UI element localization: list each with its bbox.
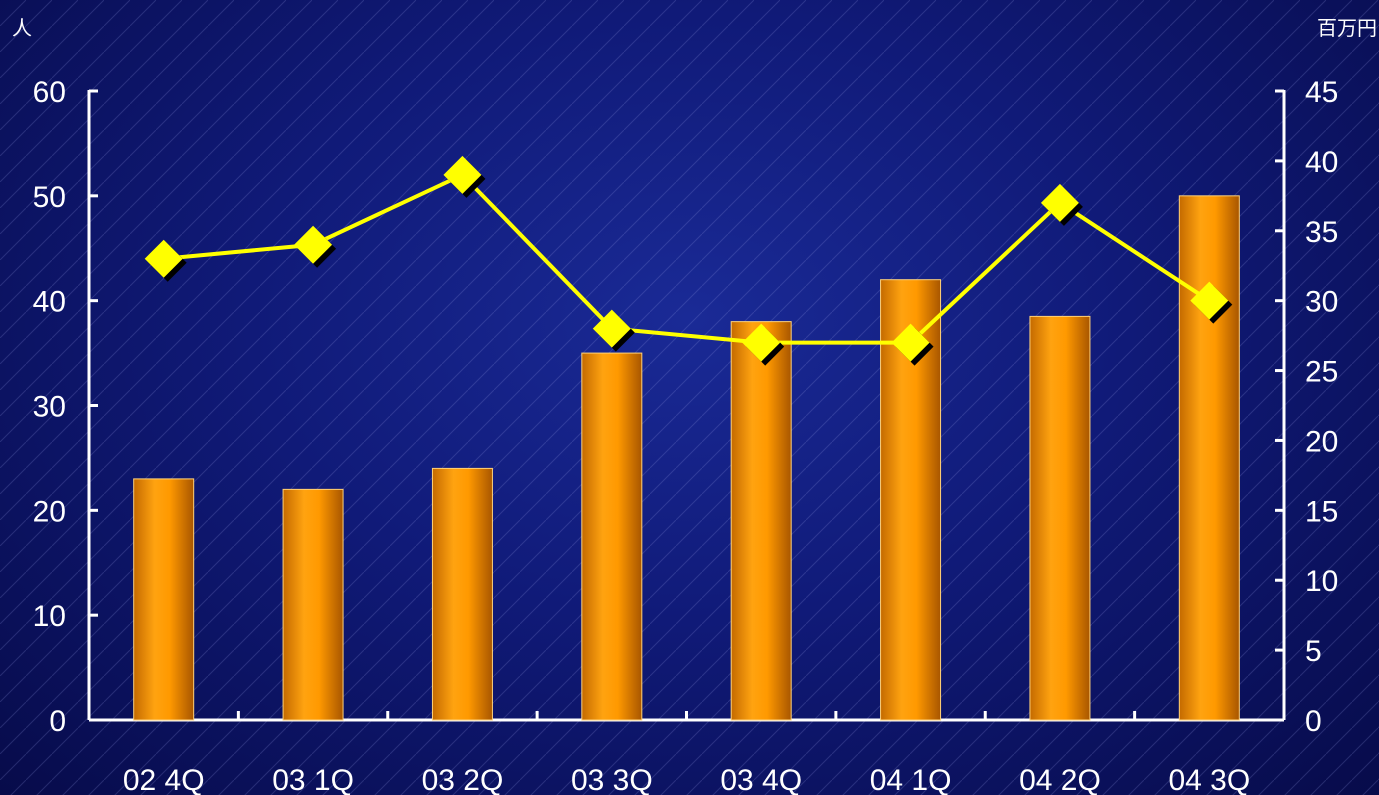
line-path: [163, 172, 1211, 345]
bar-series: [133, 195, 1240, 721]
tick-labels: 0 10 20 30 40 50 60 0 5 10 15 20 25 30 35 40 45 02 4Q 03 1…: [33, 76, 1339, 795]
right-tick-label: 20: [1305, 425, 1338, 458]
line-marker: [592, 309, 631, 348]
right-tick-label: 15: [1305, 495, 1338, 528]
right-axis-unit: 百万円: [1317, 16, 1377, 40]
bar: [133, 478, 195, 721]
left-tick-label: 30: [33, 391, 66, 424]
line-marker: [1040, 183, 1079, 222]
right-tick-label: 30: [1305, 286, 1338, 319]
bar: [730, 321, 792, 721]
bar: [1178, 195, 1240, 721]
x-tick-label: 04 2Q: [1019, 764, 1101, 795]
bar: [1029, 315, 1091, 721]
bar: [431, 467, 493, 721]
line-marker: [891, 323, 930, 362]
x-tick-label: 04 1Q: [870, 764, 952, 795]
left-tick-label: 10: [33, 600, 66, 633]
x-tick-label: 03 2Q: [422, 764, 504, 795]
right-tick-label: 5: [1305, 635, 1322, 668]
left-tick-label: 40: [33, 286, 66, 319]
right-tick-label: 40: [1305, 146, 1338, 179]
x-tick-label: 03 3Q: [571, 764, 653, 795]
bar: [581, 352, 643, 721]
right-tick-label: 25: [1305, 356, 1338, 389]
right-tick-label: 35: [1305, 216, 1338, 249]
right-tick-label: 45: [1305, 76, 1338, 109]
x-tick-label: 02 4Q: [123, 764, 205, 795]
line-series: [144, 155, 1233, 366]
bar: [282, 488, 344, 721]
x-tick-label: 03 1Q: [272, 764, 354, 795]
line-marker: [144, 239, 183, 278]
right-tick-label: 0: [1305, 705, 1322, 738]
x-tick-label: 03 4Q: [720, 764, 802, 795]
left-tick-label: 20: [33, 495, 66, 528]
line-marker: [1190, 281, 1229, 320]
right-tick-label: 10: [1305, 565, 1338, 598]
line-marker: [443, 155, 482, 194]
x-tick-label: 04 3Q: [1168, 764, 1250, 795]
left-axis-unit: 人: [12, 16, 32, 40]
left-tick-label: 0: [49, 705, 66, 738]
left-tick-label: 50: [33, 181, 66, 214]
line-marker: [742, 323, 781, 362]
left-tick-label: 60: [33, 76, 66, 109]
line-marker: [294, 225, 333, 264]
